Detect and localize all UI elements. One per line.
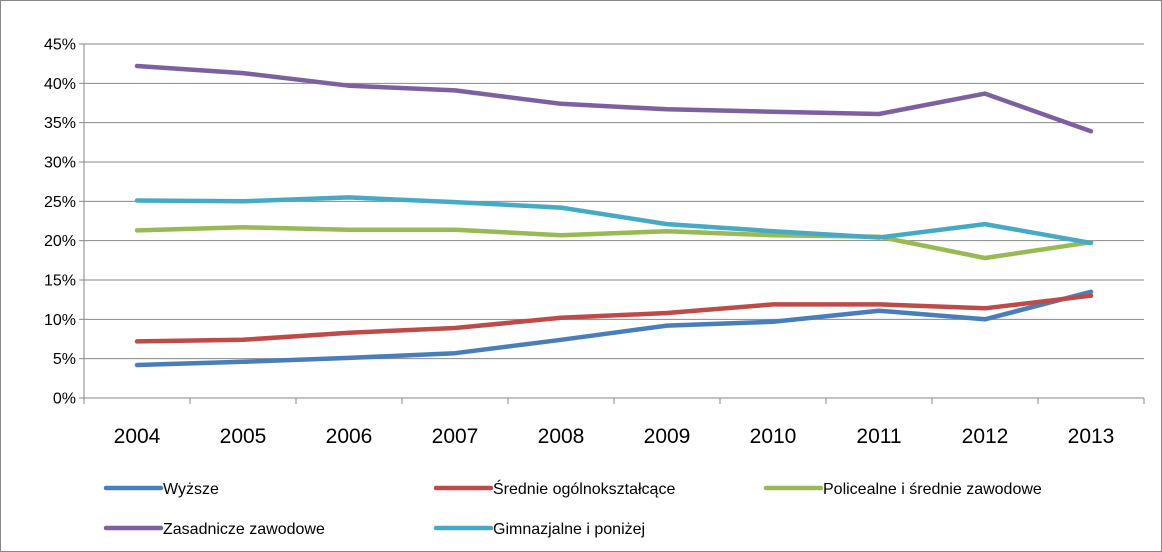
legend-label: Gimnazjalne i poniżej — [493, 521, 645, 538]
legend-label: Zasadnicze zawodowe — [163, 521, 325, 538]
y-tick-label: 45% — [44, 37, 76, 54]
x-tick-label: 2004 — [114, 425, 161, 448]
y-tick-label: 10% — [44, 312, 76, 329]
series-line — [134, 293, 1094, 344]
legend-label: Wyższe — [163, 481, 219, 498]
x-tick-label: 2011 — [856, 425, 901, 448]
legend: Wyższe Średnie ogólnokształcące Policealne… — [103, 479, 1042, 538]
x-tick-label: 2006 — [326, 425, 373, 448]
y-tick-label: 5% — [53, 351, 76, 368]
y-tick-label: 25% — [44, 194, 76, 211]
x-tick-label: 2013 — [1068, 425, 1115, 448]
x-tick-label: 2007 — [432, 425, 479, 448]
legend-label: Średnie ogólnokształcące — [493, 479, 675, 498]
gridlines — [84, 43, 1144, 399]
y-tick-label: 0% — [53, 391, 76, 408]
series-line — [134, 63, 1094, 134]
series-line — [134, 225, 1094, 261]
series-line — [134, 289, 1094, 368]
y-tick-label: 15% — [44, 273, 76, 290]
x-tick-label: 2010 — [750, 425, 797, 448]
x-tick-label: 2012 — [962, 425, 1009, 448]
x-tick-label: 2005 — [220, 425, 267, 448]
series-lines — [134, 63, 1094, 368]
y-tick-label: 40% — [44, 76, 76, 93]
axes: 0% 5% 10% 15% 20% 25% 30% 35% 40% 45% 2004 2005 2006… — [44, 37, 1145, 448]
x-tick-label: 2009 — [644, 425, 691, 448]
y-tick-label: 20% — [44, 233, 76, 250]
y-tick-label: 35% — [44, 115, 76, 132]
y-tick-label: 30% — [44, 155, 76, 172]
x-tick-label: 2008 — [538, 425, 585, 448]
legend-label: Policealne i średnie zawodowe — [823, 481, 1042, 498]
series-line — [134, 195, 1094, 246]
